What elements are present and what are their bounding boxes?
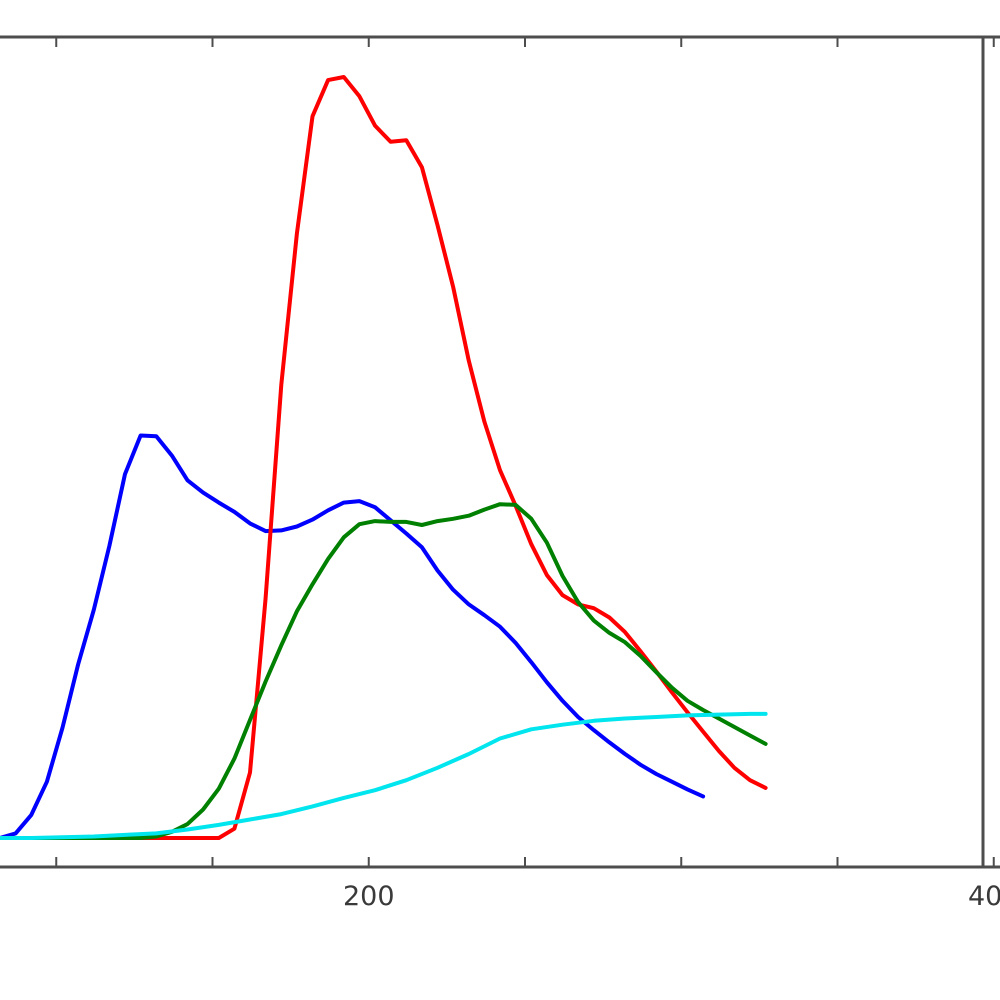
series-line-2 — [0, 75, 768, 840]
series-line-3 — [0, 502, 768, 840]
x-tick-label: 400 — [968, 881, 1000, 912]
series-layer — [0, 75, 768, 840]
series-line-1 — [0, 433, 706, 840]
x-axis-ticks: 200 400 — [55, 37, 1000, 912]
series-line-4 — [0, 711, 768, 840]
x-tick-label: 200 — [343, 881, 395, 912]
